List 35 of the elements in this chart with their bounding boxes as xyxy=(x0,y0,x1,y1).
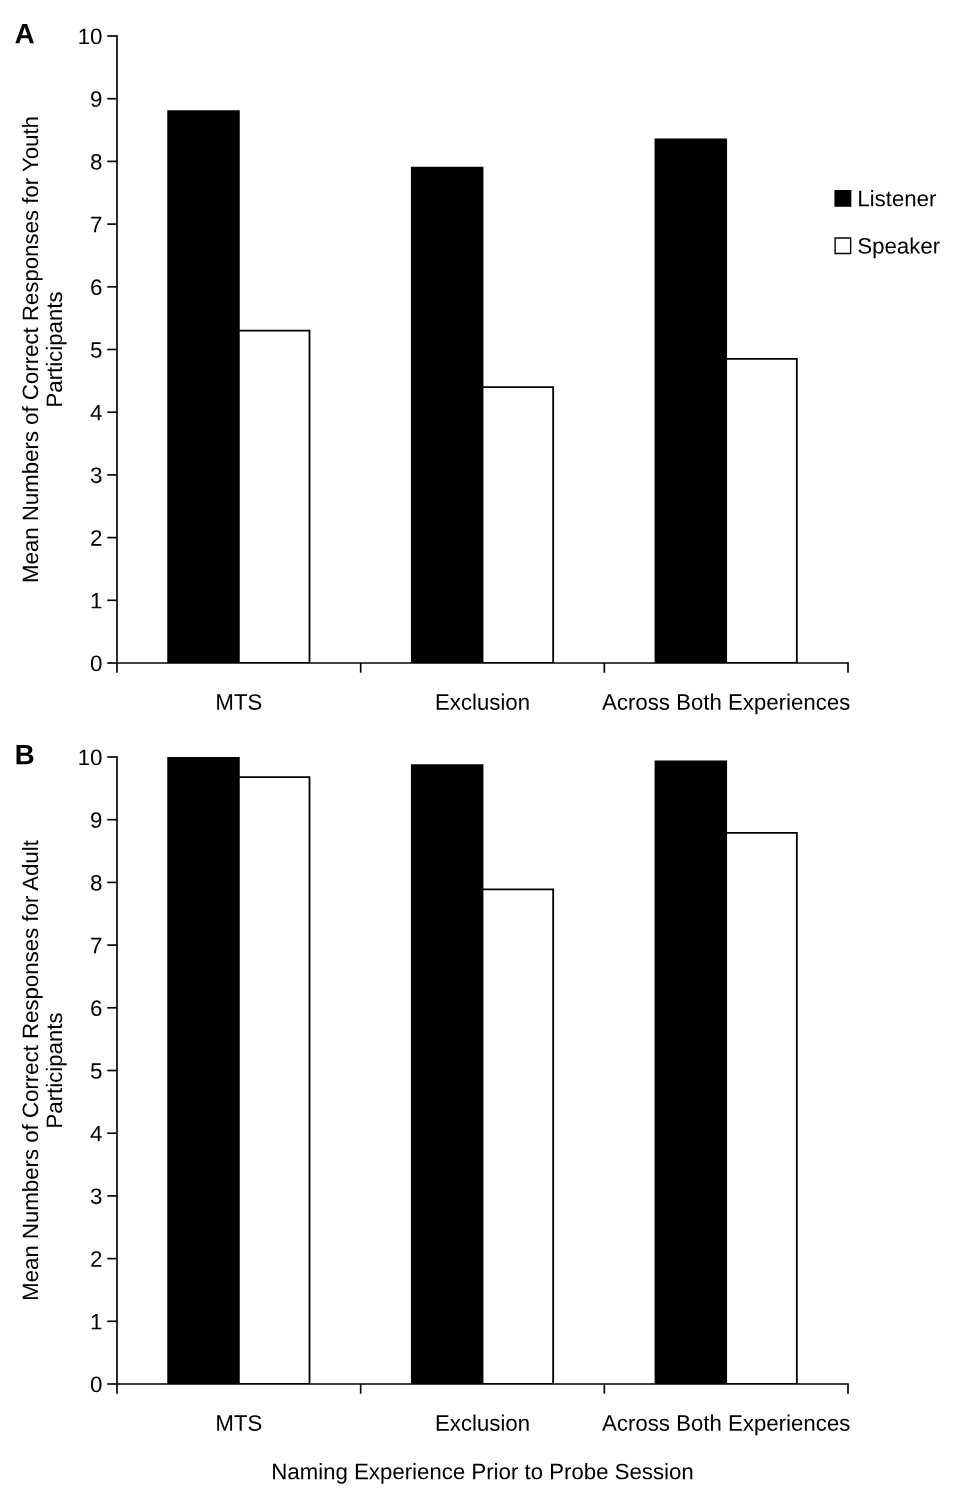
y-tick-label: 4 xyxy=(90,1125,102,1142)
x-axis-title: Naming Experience Prior to Probe Session xyxy=(273,1463,693,1484)
y-tick-label: 2 xyxy=(91,1251,102,1267)
y-tick-label: 10 xyxy=(79,28,102,45)
y-axis-title: Mean Numbers of Correct Responses for Adult Participants xyxy=(21,840,67,1300)
y-tick-label: 4 xyxy=(90,404,102,421)
text: A xyxy=(15,24,34,44)
y-tick-label: 3 xyxy=(90,467,102,484)
x-tick-label: Across Both Experiences xyxy=(602,1414,850,1436)
text: B xyxy=(16,745,34,765)
x-tick-label: MTS xyxy=(217,694,262,710)
y-axis-title: Mean Numbers of Correct Responses for Youth Participants xyxy=(21,117,67,582)
y-tick-label: 8 xyxy=(91,153,102,170)
y-tick-label: 0 xyxy=(90,1376,102,1393)
y-tick-label: 3 xyxy=(90,1188,102,1205)
y-tick-label: 6 xyxy=(91,1000,102,1017)
y-tick-label: 7 xyxy=(91,216,102,233)
y-tick-label: 7 xyxy=(91,937,102,954)
y-tick-label: 10 xyxy=(79,749,102,766)
y-tick-label: 0 xyxy=(90,655,102,672)
x-tick-label: Across Both Experiences xyxy=(602,693,850,715)
y-tick-label: 9 xyxy=(91,91,102,107)
legend-label: Speaker xyxy=(858,237,940,259)
y-tick-label: 5 xyxy=(90,342,102,358)
y-tick-label: 6 xyxy=(91,279,102,296)
x-tick-label: Exclusion xyxy=(436,1414,529,1431)
y-tick-label: 8 xyxy=(91,874,102,891)
x-tick-label: Exclusion xyxy=(436,693,529,710)
y-tick-label: 9 xyxy=(91,812,102,828)
legend-label: Listener xyxy=(859,190,937,207)
y-tick-label: 1 xyxy=(91,1314,102,1330)
x-tick-label: MTS xyxy=(217,1415,262,1431)
y-tick-label: 5 xyxy=(90,1063,102,1079)
y-tick-label: 2 xyxy=(91,530,102,546)
y-tick-label: 1 xyxy=(91,593,102,609)
